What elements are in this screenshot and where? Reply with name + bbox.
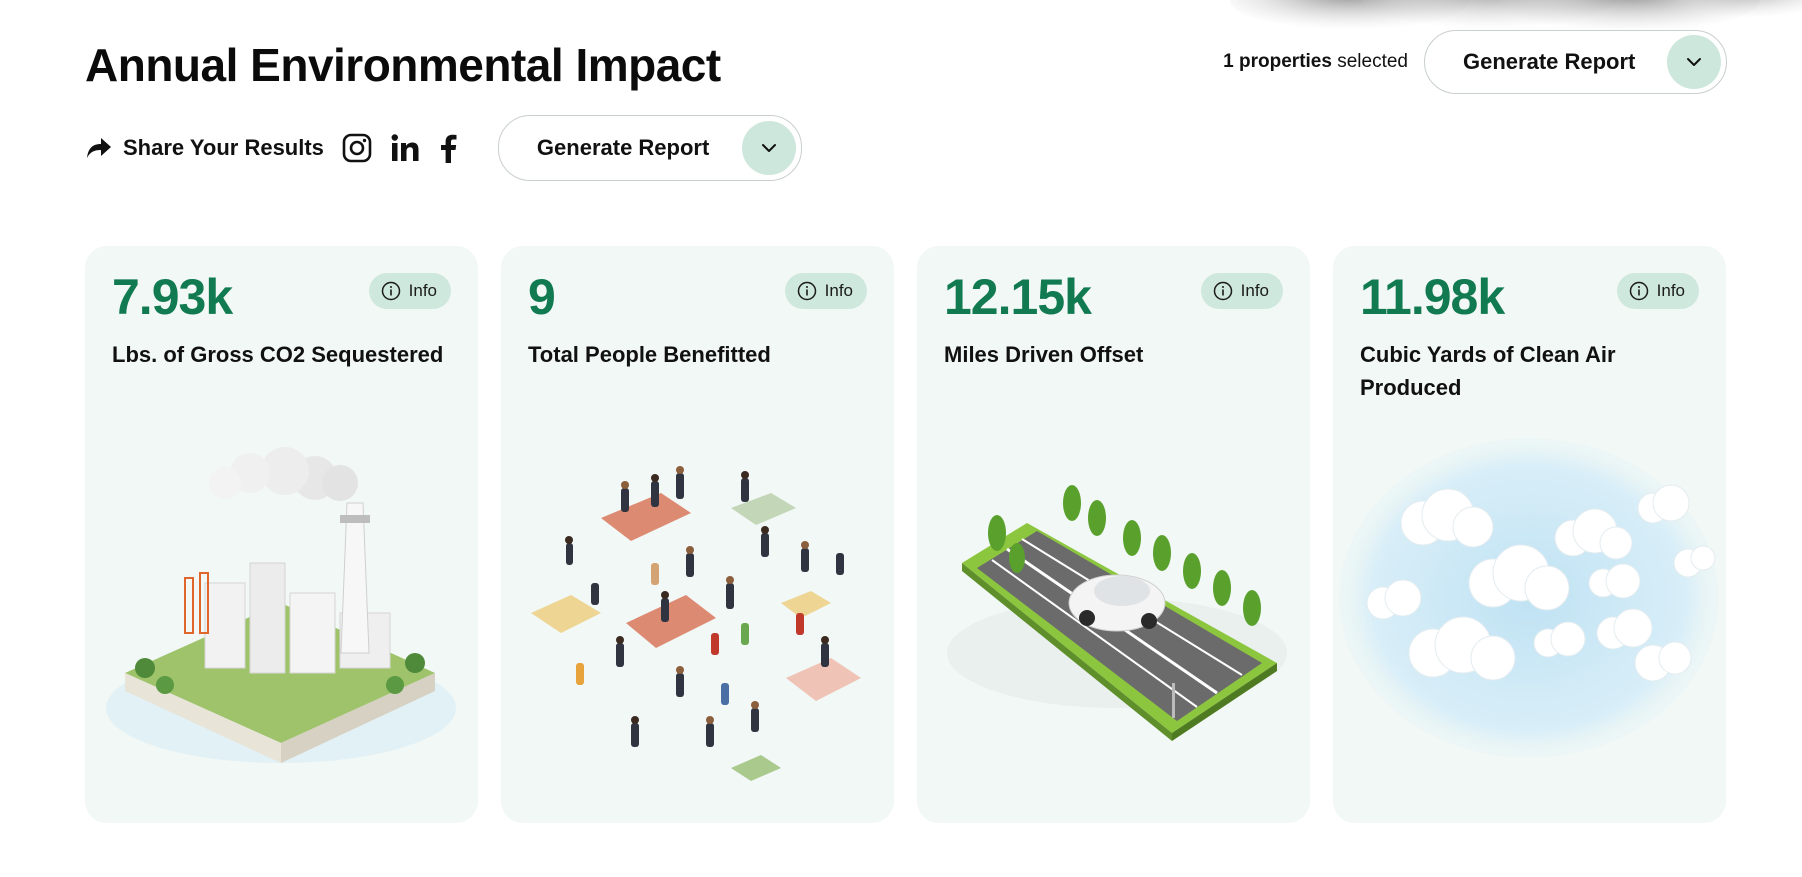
info-button[interactable]: Info <box>784 273 867 309</box>
impact-card-miles: 12.15k Info Miles Driven Offset <box>917 246 1310 823</box>
factory-illustration <box>106 447 456 763</box>
info-button[interactable]: Info <box>1616 273 1699 309</box>
info-label: Info <box>824 281 853 300</box>
chevron-down-icon <box>1667 35 1721 89</box>
impact-label: Total People Benefitted <box>528 342 771 367</box>
impact-value: 9 <box>528 269 556 325</box>
impact-card-people: 9 Info Total People Benefitted <box>501 246 894 823</box>
share-results-label: Share Your Results <box>123 135 324 160</box>
clouds-illustration <box>1339 438 1719 758</box>
info-label: Info <box>408 281 437 300</box>
impact-label: Cubic Yards of Clean Air Produced <box>1360 342 1616 400</box>
share-arrow-icon <box>87 138 111 158</box>
info-button[interactable]: Info <box>1200 273 1283 309</box>
impact-label: Lbs. of Gross CO2 Sequestered <box>112 342 444 367</box>
share-row: Share Your Results Generate Report <box>85 115 802 181</box>
chevron-down-icon <box>741 121 796 175</box>
info-icon <box>381 281 400 301</box>
impact-value: 11.98k <box>1360 269 1505 325</box>
info-icon <box>1213 281 1232 301</box>
generate-report-label: Generate Report <box>536 135 710 160</box>
impact-card-co2: 7.93k Info Lbs. of Gross CO2 Sequestered <box>85 246 478 823</box>
social-links <box>342 133 458 163</box>
impact-cards: 7.93k Info Lbs. of Gross CO2 Sequestered <box>85 246 1726 823</box>
page-title: Annual Environmental Impact <box>85 39 721 91</box>
road-car-illustration <box>947 485 1287 741</box>
generate-report-button-secondary[interactable]: Generate Report <box>497 115 802 181</box>
info-label: Info <box>1656 281 1685 300</box>
impact-value: 12.15k <box>944 269 1092 325</box>
info-button[interactable]: Info <box>368 273 451 309</box>
selection-count-text: 1 properties selected <box>1223 51 1408 72</box>
impact-value: 7.93k <box>112 269 233 325</box>
info-label: Info <box>1240 281 1269 300</box>
generate-report-button[interactable]: Generate Report <box>1424 30 1727 94</box>
instagram-icon[interactable] <box>342 133 372 163</box>
impact-card-clean-air: 11.98k Info Cubic Yards of Clean Air Pro… <box>1333 246 1726 823</box>
linkedin-icon[interactable] <box>390 133 420 163</box>
people-illustration <box>531 466 861 781</box>
generate-report-label: Generate Report <box>1463 49 1636 74</box>
info-icon <box>797 281 816 301</box>
impact-label: Miles Driven Offset <box>944 342 1144 367</box>
facebook-icon[interactable] <box>438 133 458 163</box>
info-icon <box>1629 281 1648 301</box>
header-actions: 1 properties selected Generate Report <box>1223 30 1727 94</box>
